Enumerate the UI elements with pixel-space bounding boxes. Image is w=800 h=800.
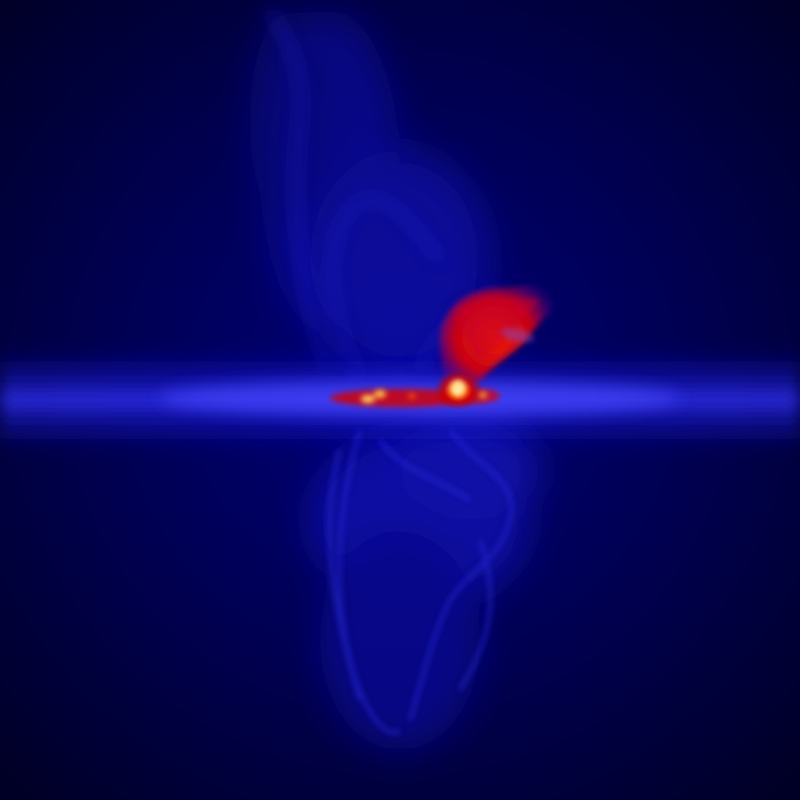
star-forming-clumps bbox=[361, 390, 487, 403]
core-hotspot bbox=[451, 380, 465, 396]
hot-gas-cloud bbox=[439, 285, 560, 400]
